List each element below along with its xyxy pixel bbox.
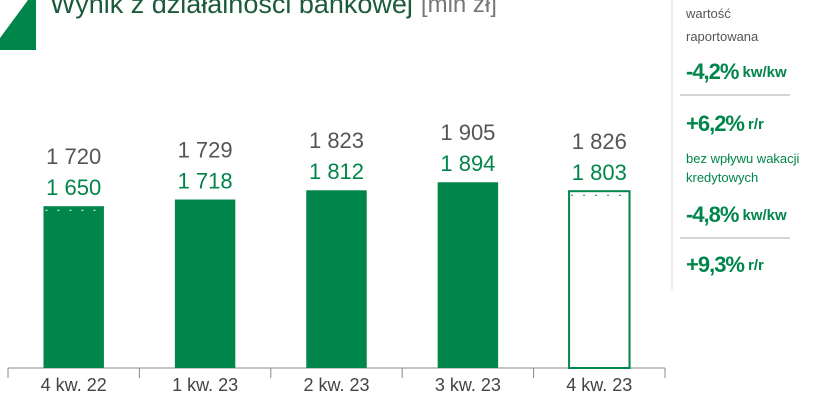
change-stat: +9,3% r/r xyxy=(686,252,764,277)
x-tick-label: 4 kw. 23 xyxy=(566,375,632,395)
title-unit: [mln zł] xyxy=(421,0,497,18)
change-stat: -4,8% kw/kw xyxy=(686,202,787,227)
legend-entry: wartość raportowana xyxy=(685,6,759,44)
value-label: 1 720 xyxy=(46,144,101,169)
value-label: 1 718 xyxy=(178,168,233,193)
bar xyxy=(306,190,367,368)
value-label: 1 803 xyxy=(572,160,627,185)
change-unit: r/r xyxy=(748,116,764,133)
legend-line: bez wpływu wakacji xyxy=(686,151,800,166)
change-unit: r/r xyxy=(748,257,764,274)
value-label: 1 650 xyxy=(46,175,101,200)
corner-decoration xyxy=(0,0,36,50)
change-unit: kw/kw xyxy=(742,64,787,81)
change-value: +9,3% xyxy=(686,252,744,277)
bar xyxy=(437,182,499,368)
change-unit: kw/kw xyxy=(742,207,787,224)
change-value: +6,2% xyxy=(686,111,744,136)
title-text: Wynik z działalności bankowej xyxy=(50,0,413,19)
value-label: 1 894 xyxy=(440,151,495,176)
bar xyxy=(568,190,631,369)
x-tick-label: 3 kw. 23 xyxy=(435,375,501,395)
change-stat: +6,2% r/r xyxy=(686,111,764,136)
legend-line: raportowana xyxy=(686,29,759,44)
x-tick-label: 4 kw. 22 xyxy=(41,375,107,395)
legend-line: wartość xyxy=(685,6,731,21)
value-label: 1 729 xyxy=(178,137,233,162)
x-tick-label: 2 kw. 23 xyxy=(303,375,369,395)
chart-title: Wynik z działalności bankowej [mln zł] xyxy=(50,0,497,19)
value-label: 1 823 xyxy=(309,128,364,153)
bar xyxy=(43,206,104,368)
value-label: 1 826 xyxy=(572,129,627,154)
change-stat: -4,2% kw/kw xyxy=(686,59,787,84)
change-value: -4,8% xyxy=(686,202,739,227)
legend-line: kredytowych xyxy=(686,170,758,185)
legend-entry: bez wpływu wakacji kredytowych xyxy=(686,151,800,185)
change-value: -4,2% xyxy=(686,59,739,84)
x-tick-label: 1 kw. 23 xyxy=(172,375,238,395)
bar xyxy=(174,199,236,368)
value-label: 1 905 xyxy=(440,120,495,145)
value-label: 1 812 xyxy=(309,159,364,184)
